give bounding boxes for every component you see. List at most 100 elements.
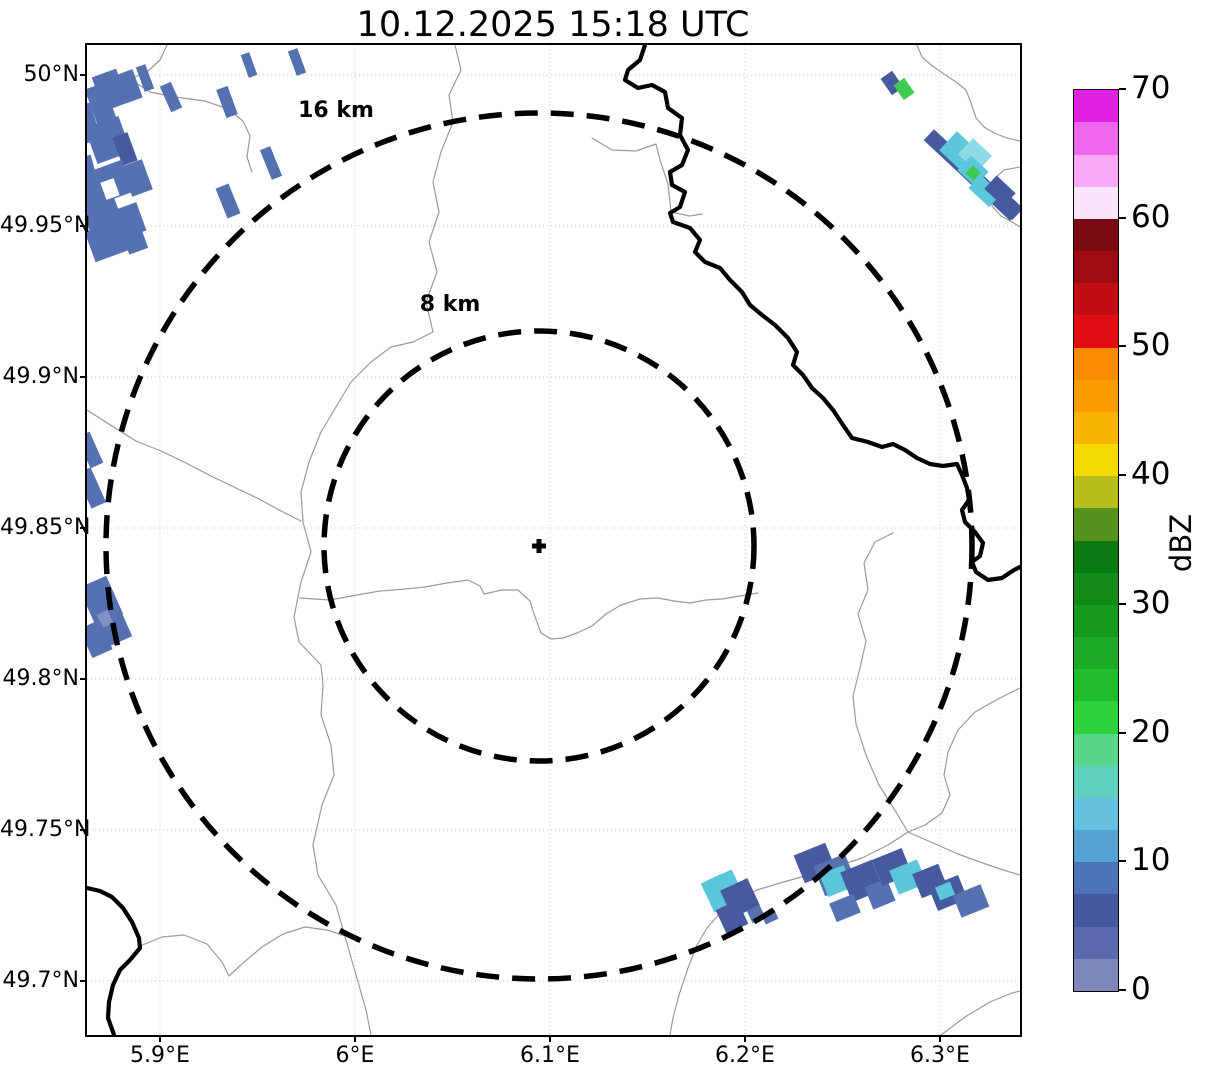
radar-echo-cell xyxy=(952,884,990,918)
colorbar-segment xyxy=(1074,669,1118,702)
radar-echo-cell xyxy=(829,893,861,923)
municipal-border-line xyxy=(907,687,1020,833)
radar-echo-cell xyxy=(100,178,120,200)
colorbar-scale xyxy=(1073,89,1119,992)
map-frame: 16 km 8 km xyxy=(85,43,1022,1037)
radar-echo-cell xyxy=(715,900,749,934)
colorbar-segment xyxy=(1074,347,1118,380)
colorbar-tick-mark xyxy=(1119,474,1126,477)
lat-tick-mark xyxy=(80,225,86,227)
colorbar-tick-label: 0 xyxy=(1131,971,1151,1007)
colorbar-segment xyxy=(1074,476,1118,509)
municipal-border-line xyxy=(852,532,909,833)
colorbar-segment xyxy=(1074,251,1118,284)
range-ring-circle xyxy=(321,328,757,764)
colorbar-segment xyxy=(1074,411,1118,445)
colorbar-tick-mark xyxy=(1119,989,1126,991)
colorbar-tick-label: 50 xyxy=(1131,327,1171,364)
radar-echo-cell xyxy=(117,69,143,103)
colorbar-unit-label: dBZ xyxy=(1164,513,1198,573)
lat-tick-label: 50°N xyxy=(23,62,79,87)
municipal-border-line xyxy=(293,45,462,1035)
colorbar-segment xyxy=(1074,540,1118,573)
lon-tick-label: 6°E xyxy=(335,1043,375,1068)
colorbar-tick-label: 40 xyxy=(1131,456,1171,493)
colorbar-tick-mark xyxy=(1119,216,1126,219)
radar-echo-cell xyxy=(87,467,107,509)
colorbar-segment xyxy=(1074,315,1118,348)
lat-tick-label: 49.95°N xyxy=(0,213,91,238)
radar-echo-cell xyxy=(864,878,896,910)
lat-tick-mark xyxy=(80,678,86,680)
colorbar-tick-label: 70 xyxy=(1131,70,1171,106)
lon-tick-label: 5.9°E xyxy=(130,1043,190,1068)
radar-echo-cell xyxy=(216,85,238,119)
lat-tick-mark xyxy=(80,980,86,982)
colorbar-segment xyxy=(1074,90,1118,123)
national-border-line xyxy=(87,885,143,1035)
radar-echo-cell xyxy=(87,82,118,128)
range-ring-label-8km: 8 km xyxy=(419,292,481,317)
lon-tick-label: 6.2°E xyxy=(715,1043,775,1068)
colorbar-segment xyxy=(1074,604,1118,638)
colorbar-segment xyxy=(1074,765,1118,798)
range-ring-circle xyxy=(103,110,975,982)
municipal-border-line xyxy=(591,137,703,217)
radar-echo-cell xyxy=(893,77,915,101)
map-canvas xyxy=(87,45,1020,1035)
lon-tick-label: 6.1°E xyxy=(520,1043,580,1068)
colorbar-tick-mark xyxy=(1119,88,1126,90)
colorbar-tick-mark xyxy=(1119,345,1126,348)
radar-echo-cell xyxy=(259,146,283,180)
radar-echo-cell xyxy=(87,219,130,263)
lat-tick-mark xyxy=(80,376,86,378)
lat-tick-label: 49.75°N xyxy=(0,817,91,842)
radar-echo-cell xyxy=(287,48,307,76)
lat-tick-mark xyxy=(80,74,86,76)
colorbar-segment xyxy=(1074,508,1118,541)
colorbar-segment xyxy=(1074,894,1118,927)
municipal-border-line xyxy=(907,831,1020,876)
colorbar-tick-mark xyxy=(1119,860,1126,863)
radar-echo-cell xyxy=(87,154,105,212)
radar-echo-cell xyxy=(112,132,138,166)
colorbar-segment xyxy=(1074,830,1118,863)
municipal-border-line xyxy=(139,926,346,977)
radar-echo-cell xyxy=(240,52,258,78)
colorbar-segment xyxy=(1074,186,1118,219)
colorbar-tick-label: 10 xyxy=(1131,842,1171,879)
lon-tick-mark xyxy=(939,1036,941,1042)
lat-tick-label: 49.7°N xyxy=(2,968,79,993)
colorbar-segment xyxy=(1074,637,1118,670)
radar-echo-cell xyxy=(159,81,183,113)
municipal-border-line xyxy=(916,45,1020,142)
colorbar-segment xyxy=(1074,797,1118,831)
radar-echo-cell xyxy=(934,881,956,901)
lat-tick-mark xyxy=(80,527,86,529)
radar-echo-cell xyxy=(968,174,1002,208)
colorbar-tick-mark xyxy=(1119,602,1126,605)
figure-title: 10.12.2025 15:18 UTC xyxy=(356,5,750,45)
colorbar-tick-label: 60 xyxy=(1131,198,1171,235)
radar-echo-cell xyxy=(119,221,149,255)
colorbar-segment xyxy=(1074,379,1118,412)
radar-echo-cell xyxy=(135,64,155,92)
colorbar-segment xyxy=(1074,218,1118,252)
colorbar-segment xyxy=(1074,283,1118,316)
lon-tick-mark xyxy=(744,1036,746,1042)
radar-echo-cell xyxy=(761,909,779,925)
lon-tick-mark xyxy=(159,1036,161,1042)
range-ring-label-16km: 16 km xyxy=(298,98,374,123)
radar-echo-cell xyxy=(87,619,113,659)
radar-echo-cell xyxy=(957,138,993,172)
national-border-line xyxy=(622,45,1020,583)
colorbar-tick-mark xyxy=(1119,731,1126,734)
colorbar-segment xyxy=(1074,862,1118,895)
municipal-border-line xyxy=(940,990,1020,1035)
colorbar-tick-label: 20 xyxy=(1131,713,1171,750)
colorbar-tick-label: 30 xyxy=(1131,584,1171,621)
colorbar-segment xyxy=(1074,154,1118,187)
colorbar-segment xyxy=(1074,444,1118,477)
lat-tick-label: 49.85°N xyxy=(0,515,91,540)
radar-echo-cell xyxy=(994,191,1020,221)
